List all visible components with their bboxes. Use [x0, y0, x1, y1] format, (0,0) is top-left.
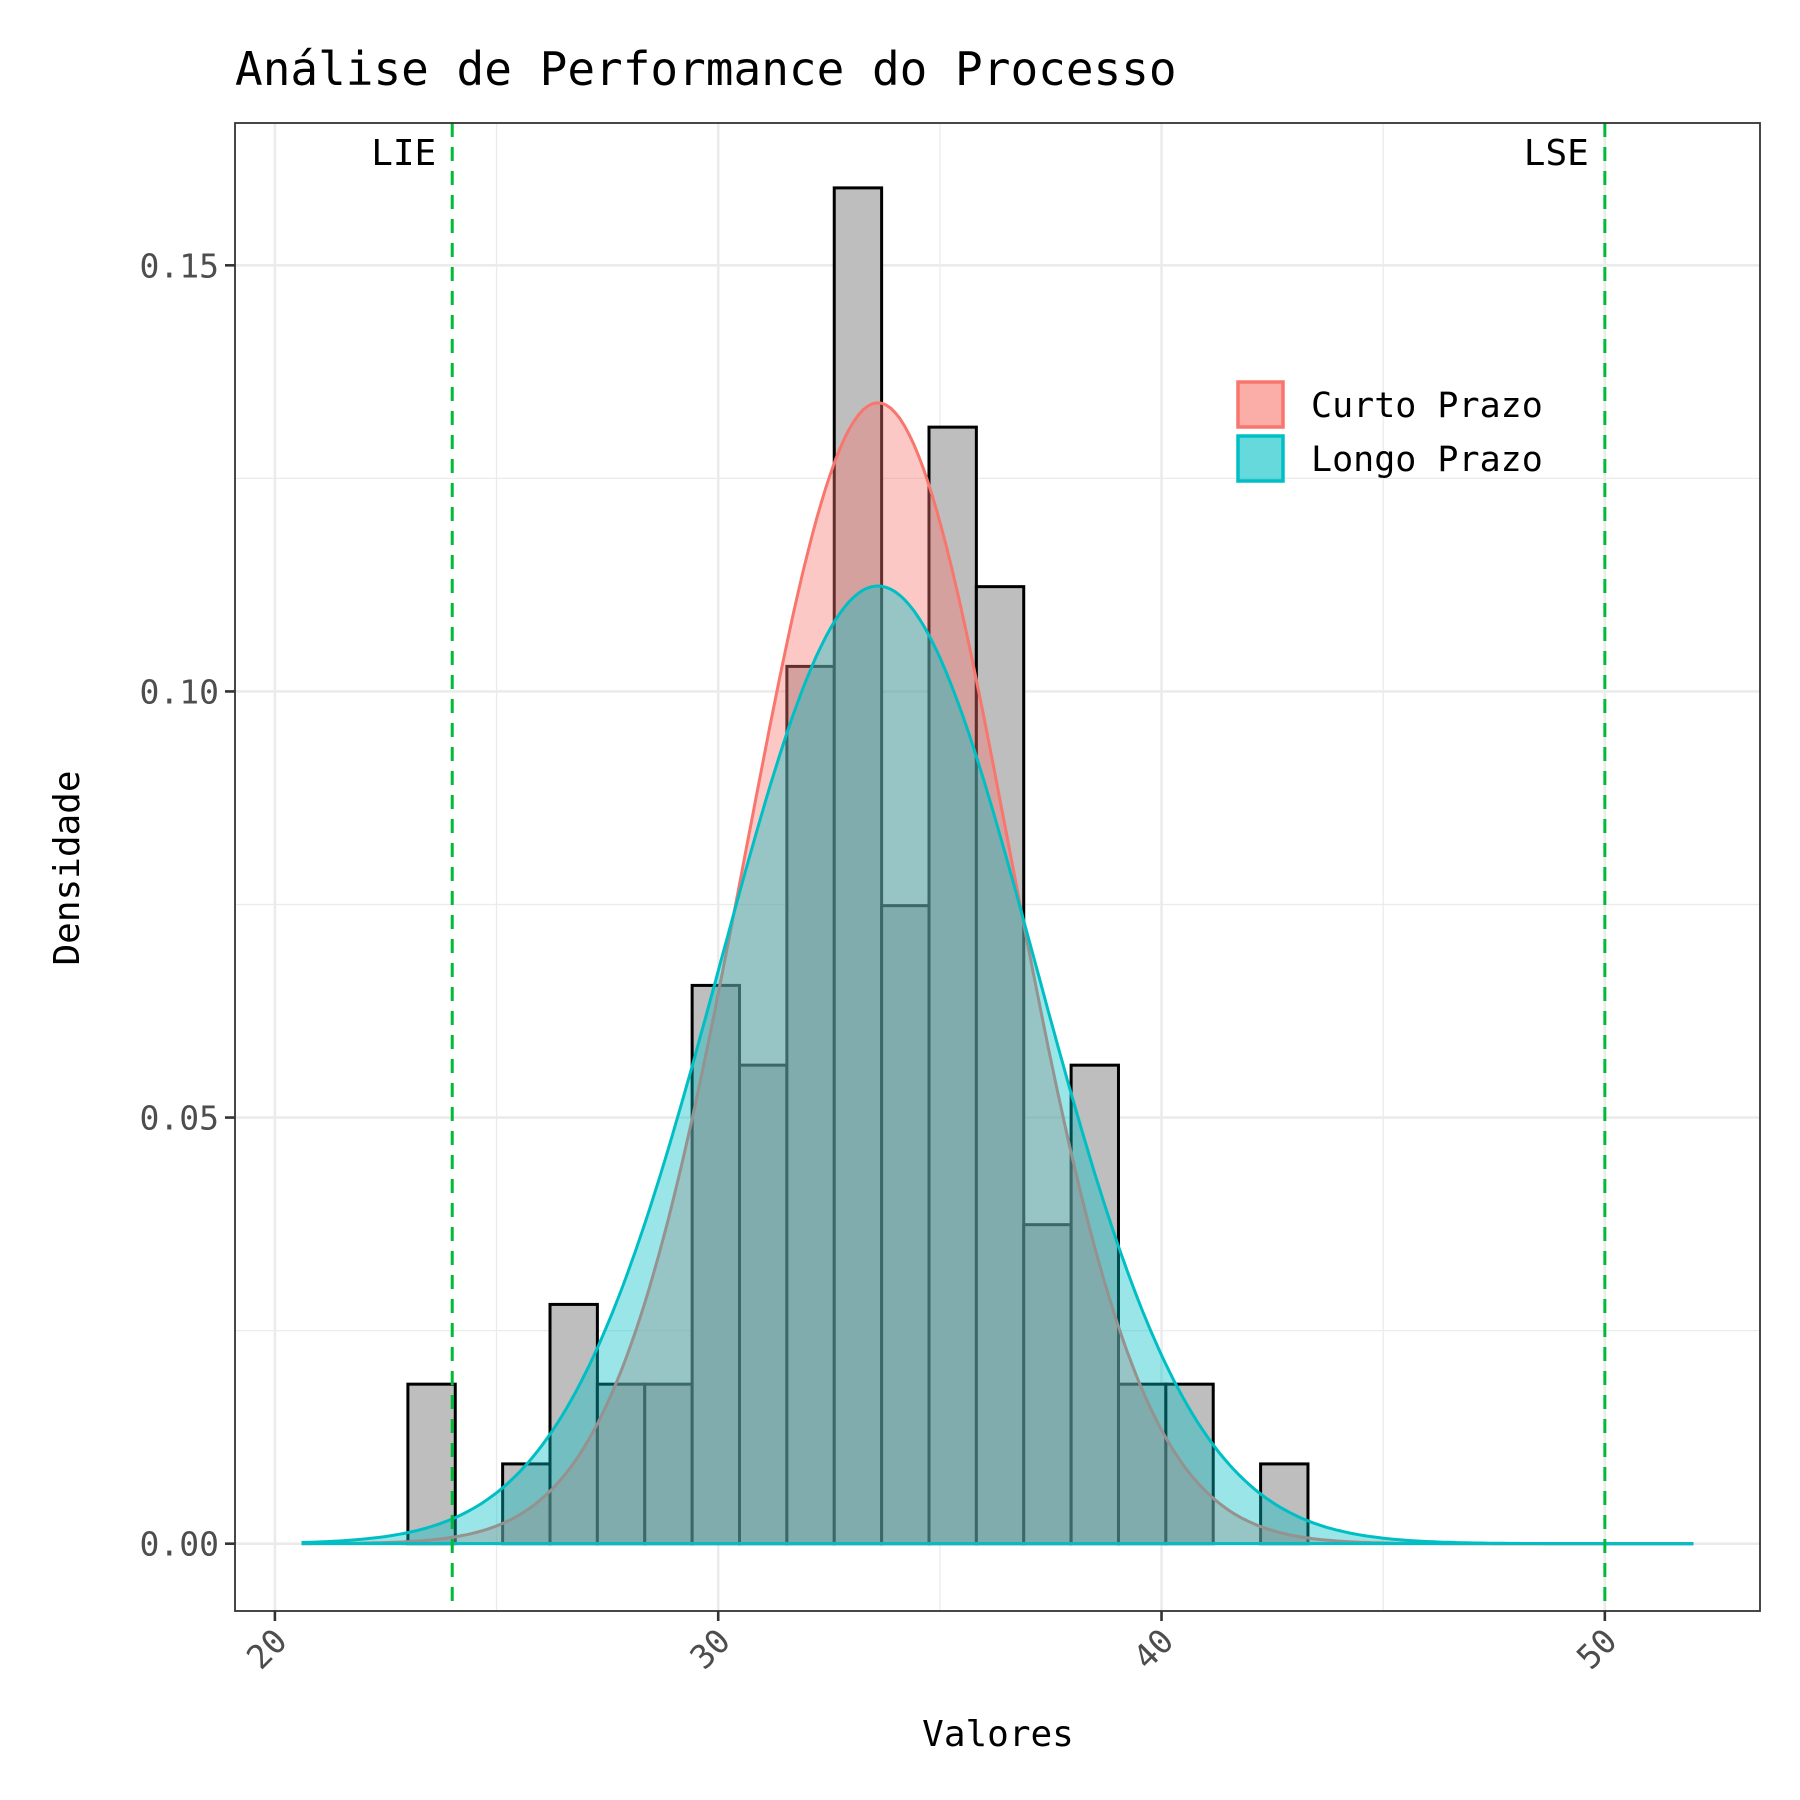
density-area-longo-prazo — [301, 586, 1694, 1544]
y-tick-label: 0.00 — [140, 1525, 219, 1564]
density-curves — [301, 401, 1694, 1546]
panel-border — [234, 122, 1761, 1612]
y-tick-label: 0.15 — [140, 246, 219, 285]
reference-label-lie: LIE — [371, 133, 436, 174]
density-area-curto-prazo — [301, 402, 1694, 1544]
histogram-bar — [738, 1063, 789, 1546]
histogram-bar — [974, 585, 1026, 1546]
chart-title: Análise de Performance do Processo — [235, 42, 1177, 96]
legend-key-curto-prazo — [1236, 380, 1285, 429]
legend-key-longo-prazo — [1236, 434, 1285, 483]
x-axis-label: Valores — [922, 1714, 1074, 1755]
legend: Curto Prazo Longo Prazo — [1236, 380, 1543, 483]
histogram-bar — [927, 425, 978, 1546]
histogram-bar — [785, 664, 836, 1546]
legend-label-curto-prazo: Curto Prazo — [1311, 386, 1543, 426]
histogram-bar — [1116, 1382, 1168, 1546]
reference-lines: LIE LSE — [371, 123, 1607, 1611]
reference-label-lse: LSE — [1524, 133, 1589, 174]
histogram-bar — [1069, 1063, 1120, 1546]
y-axis-label: Densidade — [47, 770, 88, 965]
legend-label-longo-prazo: Longo Prazo — [1311, 440, 1543, 480]
y-tick-label: 0.10 — [140, 672, 219, 711]
y-tick-label: 0.05 — [140, 1099, 219, 1138]
